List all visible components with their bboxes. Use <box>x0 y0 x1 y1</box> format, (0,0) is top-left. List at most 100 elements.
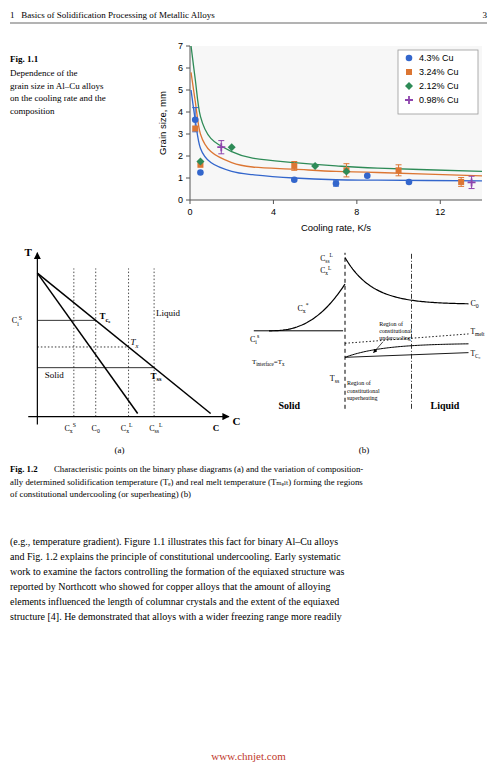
isotherm <box>37 320 95 321</box>
data-point <box>468 178 476 186</box>
diagram-label: CxS​ <box>64 422 75 434</box>
y-tick-label: 6 <box>178 63 183 73</box>
page: 1 Basics of Solidification Processing of… <box>0 0 497 779</box>
page-title: 1 Basics of Solidification Processing of… <box>10 10 215 20</box>
y-tick-label: 2 <box>178 151 183 161</box>
body-text: elements influenced the length of column… <box>10 596 339 607</box>
text-part: x <box>282 362 285 367</box>
diagram-label: CssL​ <box>149 422 163 434</box>
y-tick-label: 1 <box>178 173 183 183</box>
diagram-label: Tc₀​ <box>99 311 110 323</box>
solidus <box>37 273 137 413</box>
diagram-label: CxL​ <box>320 265 331 277</box>
text-part: ​ <box>484 327 485 336</box>
y-tick <box>186 156 190 157</box>
figure-caption-label: Fig. 1.2 <box>10 464 38 474</box>
diagram-label: TC₀​ <box>470 349 480 359</box>
composition-guide <box>154 268 155 416</box>
text-part: ss <box>155 428 160 434</box>
diagram-label: Solid <box>45 370 65 380</box>
diagram-label: Tss​ <box>330 374 340 384</box>
y-tick <box>186 90 190 91</box>
y-tick-label: 5 <box>178 85 183 95</box>
text-part: x <box>70 428 73 434</box>
text-part: x <box>303 308 306 314</box>
text-part: ss <box>325 258 329 264</box>
text-line: superheating <box>347 395 378 401</box>
melt-temperature <box>345 334 469 343</box>
data-point <box>197 169 204 176</box>
diagram-label: Tss​ <box>150 371 162 383</box>
text-part: ​ <box>132 424 133 433</box>
x-tick-label: 0 <box>187 207 192 217</box>
data-point <box>311 162 319 170</box>
page-number: 3 <box>483 10 488 20</box>
composition-guide <box>95 268 96 416</box>
legend-entry: 2.12% Cu <box>419 81 459 91</box>
text-part: i <box>255 339 257 345</box>
x-tick <box>190 200 191 204</box>
liquidus <box>37 273 210 413</box>
text-part: ​ <box>110 311 111 321</box>
data-point <box>217 143 225 151</box>
fit-curve <box>191 90 482 181</box>
x-tick <box>356 200 357 204</box>
watermark: www.chnjet.com <box>211 750 286 762</box>
chart: 0481201234567Cooling rate, K/sGrain size… <box>157 41 482 233</box>
text-part: ​ <box>99 424 100 433</box>
diagram-label: (a) <box>114 445 124 455</box>
text-part: ​ <box>138 337 139 347</box>
y-tick <box>186 46 190 47</box>
text-part: ​ <box>480 349 481 358</box>
diagram-label: Liquid <box>156 308 180 318</box>
legend-entry: 3.24% Cu <box>419 67 459 77</box>
error-bar <box>218 141 224 154</box>
legend-entry: 4.3% Cu <box>419 53 454 63</box>
data-point <box>196 158 204 166</box>
data-point <box>333 180 340 187</box>
legend-entry: 0.98% Cu <box>419 95 459 105</box>
composition-guide <box>73 268 74 416</box>
header-rule <box>10 23 487 24</box>
plot-background <box>190 46 482 200</box>
data-point <box>228 143 236 151</box>
diagram-label: Tmelt​ <box>470 327 485 337</box>
diagram-label: C <box>213 423 220 433</box>
x-tick <box>273 200 274 204</box>
text-part: s <box>257 333 260 339</box>
y-tick <box>186 134 190 135</box>
interface-line <box>345 253 346 409</box>
text-part: ​ <box>308 304 309 313</box>
data-point <box>291 163 297 169</box>
legend: 4.3% Cu 3.24% Cu 2.12% Cu 0.98% Cu <box>398 50 478 114</box>
legend-box <box>398 50 478 114</box>
y-tick-label: 3 <box>178 129 183 139</box>
data-point <box>291 176 298 183</box>
initial-solid-composition <box>254 330 343 331</box>
diagram-label: CiS​ <box>12 315 22 327</box>
liquidus-temperature <box>345 344 469 358</box>
text-line: constitutional <box>347 388 380 394</box>
diagram-label: Region ofconstitutionalsuperheating <box>347 380 380 400</box>
diagram-label: Cis​ <box>250 333 260 345</box>
data-point <box>192 126 198 132</box>
text-part: ​ <box>331 266 332 275</box>
liquid-composition <box>345 257 469 303</box>
y-tick <box>186 200 190 201</box>
body-text: (e.g., temperature gradient). Figure 1.1… <box>10 536 338 548</box>
data-point <box>192 116 199 123</box>
text-part: x <box>126 428 129 434</box>
text-line: undercooling <box>379 335 411 341</box>
body-text: reported by Northcott who showed for cop… <box>10 581 330 592</box>
figure-caption: ally determined solidification temperatu… <box>10 477 363 487</box>
diagram-label: Tx​ <box>130 337 138 349</box>
diagram-label: C0​ <box>92 424 100 434</box>
figure-caption: Characteristic points on the binary phas… <box>54 464 363 474</box>
error-bar <box>343 164 349 177</box>
text-part: ​ <box>162 424 163 433</box>
legend-marker <box>405 82 413 90</box>
text-part: ​ <box>332 254 333 263</box>
chart-title: Fig. 1.1 <box>10 54 39 64</box>
y-tick-label: 0 <box>178 195 183 205</box>
diagram-label: Region ofconstitutionalundercooling <box>379 321 412 341</box>
